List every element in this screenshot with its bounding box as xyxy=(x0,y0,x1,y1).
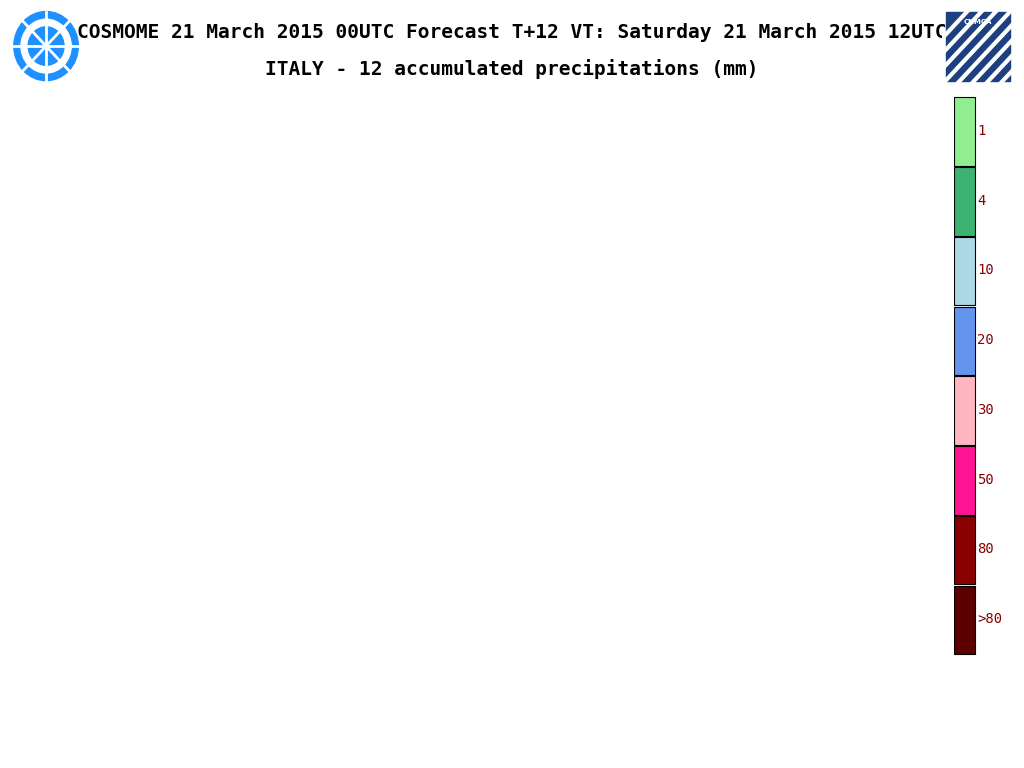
FancyBboxPatch shape xyxy=(946,12,1010,81)
Bar xyxy=(954,516,975,584)
Text: 4: 4 xyxy=(977,194,985,207)
Bar xyxy=(954,306,975,375)
Bar xyxy=(954,376,975,445)
Bar xyxy=(954,446,975,515)
Bar xyxy=(954,586,975,654)
Text: CNMCA: CNMCA xyxy=(964,19,992,25)
Text: 80: 80 xyxy=(977,542,993,557)
Bar xyxy=(954,98,975,166)
Bar xyxy=(954,167,975,236)
Circle shape xyxy=(29,27,63,65)
Text: 50: 50 xyxy=(977,473,993,487)
Text: 10: 10 xyxy=(977,263,993,277)
Text: 20: 20 xyxy=(977,333,993,347)
Circle shape xyxy=(13,12,79,81)
Text: >80: >80 xyxy=(977,612,1002,626)
Text: 1: 1 xyxy=(977,124,985,138)
Text: COSMOME 21 March 2015 00UTC Forecast T+12 VT: Saturday 21 March 2015 12UTC: COSMOME 21 March 2015 00UTC Forecast T+1… xyxy=(77,23,947,41)
Bar xyxy=(954,237,975,306)
Text: 30: 30 xyxy=(977,403,993,417)
Text: ITALY - 12 accumulated precipitations (mm): ITALY - 12 accumulated precipitations (m… xyxy=(265,59,759,79)
Circle shape xyxy=(22,19,72,73)
